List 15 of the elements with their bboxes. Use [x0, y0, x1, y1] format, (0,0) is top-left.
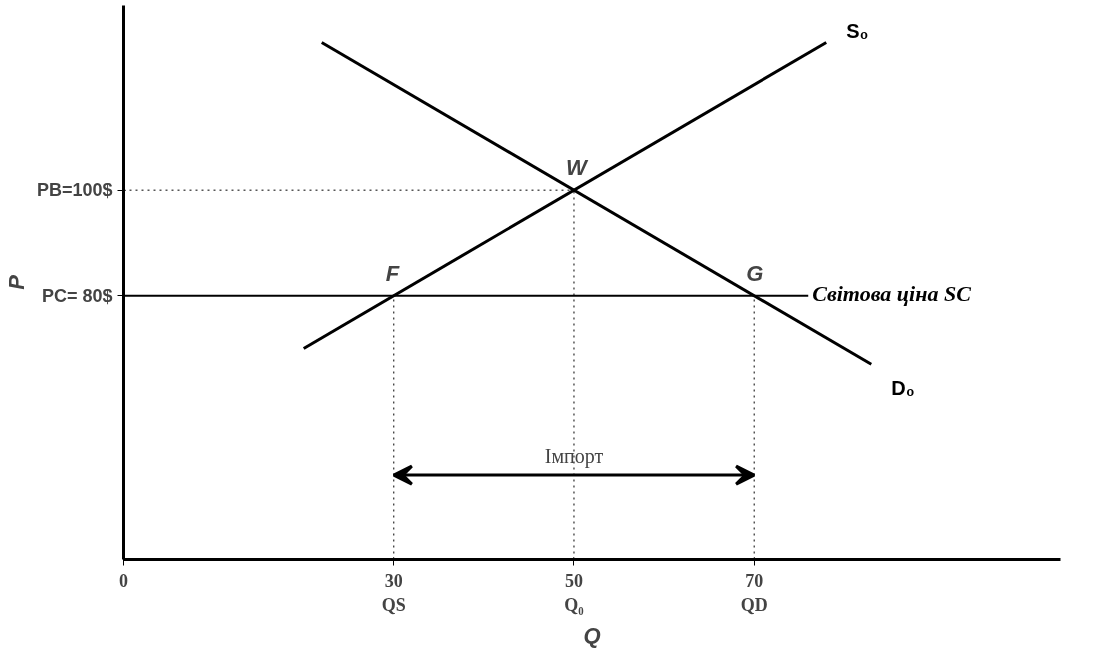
x-tick-label: 0 [119, 570, 128, 591]
x-axis-title: Q [583, 622, 601, 648]
y-tick-label: PB=100$ [36, 180, 113, 201]
ref-line-label: Світова ціна SC [812, 280, 972, 306]
x-tick-label: 30 QS [381, 570, 406, 615]
series-label: S₀ [846, 20, 869, 43]
annotation: W [565, 155, 589, 181]
y-axis-title: P [3, 274, 29, 290]
annotation: Імпорт [544, 445, 604, 469]
series-label: D₀ [891, 377, 915, 400]
annotation: G [746, 260, 764, 286]
x-tick-label: 50 Q₀ [564, 570, 584, 615]
x-tick-label: 70 QD [740, 570, 768, 615]
annotation: F [385, 260, 400, 286]
y-tick-label: PC= 80$ [41, 285, 113, 306]
